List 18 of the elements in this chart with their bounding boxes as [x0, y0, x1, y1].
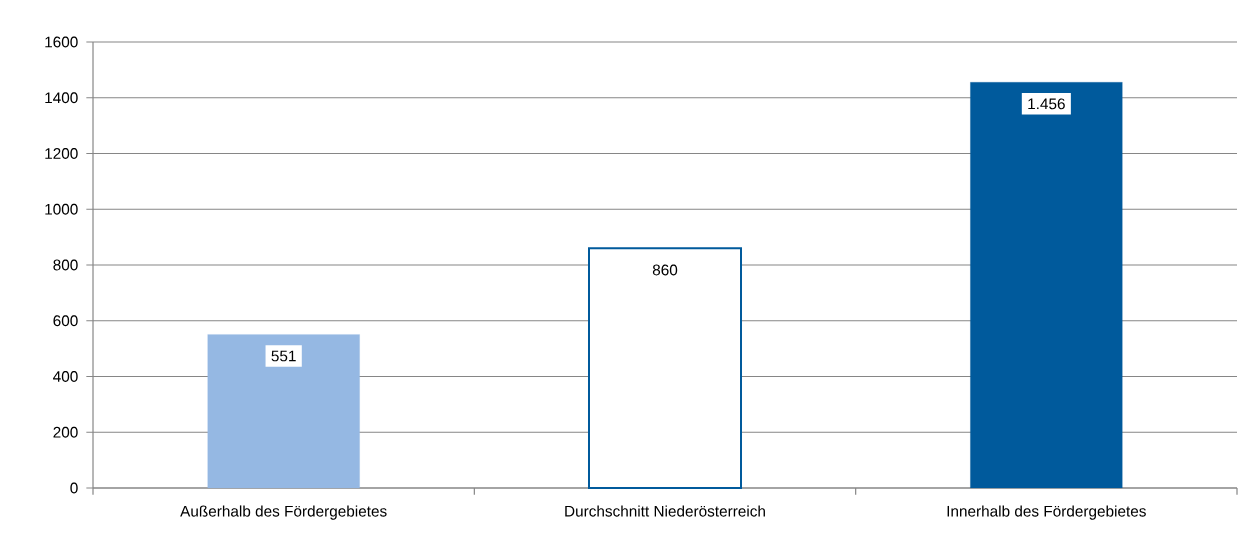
- x-tick-label: Außerhalb des Fördergebietes: [180, 505, 387, 520]
- data-label: 551: [271, 350, 296, 362]
- y-tick-label: 1200: [45, 148, 78, 159]
- y-tick-label: 200: [53, 426, 78, 438]
- y-tick-label: 0: [70, 482, 78, 494]
- y-tick-label: 1600: [45, 36, 78, 48]
- y-tick-label: 1400: [45, 92, 78, 104]
- bar: [588, 247, 743, 489]
- y-tick-label: 600: [53, 315, 78, 327]
- bar: [970, 82, 1123, 489]
- y-tick-label: 800: [53, 259, 78, 271]
- x-tick-label: Durchschnitt Niederösterreich: [565, 505, 765, 517]
- bar: [207, 334, 360, 489]
- y-tick-label: 400: [53, 371, 78, 382]
- y-tick-label: 1000: [45, 203, 78, 215]
- data-label: 860: [652, 264, 678, 276]
- x-tick-label: Innerhalb des Fördergebietes: [947, 505, 1146, 520]
- data-label: 1.456: [1028, 98, 1065, 110]
